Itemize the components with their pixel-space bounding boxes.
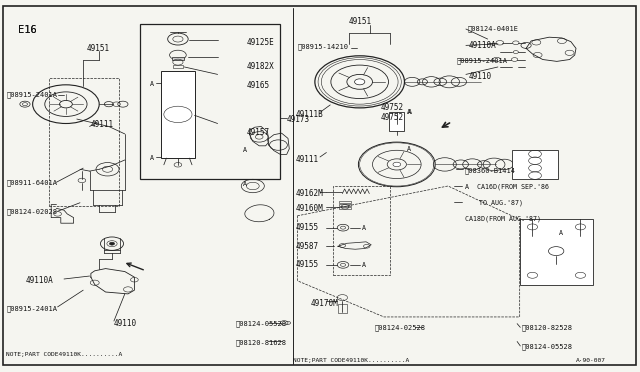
Circle shape bbox=[355, 79, 365, 85]
Bar bbox=[339, 201, 351, 203]
Text: A: A bbox=[150, 81, 154, 87]
Text: Ⓝ08911-6401A: Ⓝ08911-6401A bbox=[6, 179, 58, 186]
Bar bbox=[161, 71, 195, 158]
Text: Ⓑ08124-02028: Ⓑ08124-02028 bbox=[6, 209, 58, 215]
Text: A  CA16D(FROM SEP.'86: A CA16D(FROM SEP.'86 bbox=[465, 184, 548, 190]
Circle shape bbox=[393, 162, 401, 167]
Text: A: A bbox=[243, 147, 247, 153]
Text: 49173: 49173 bbox=[287, 115, 310, 124]
Text: Ⓥ08915-14210: Ⓥ08915-14210 bbox=[298, 43, 349, 50]
Text: 49151: 49151 bbox=[86, 44, 109, 53]
Text: Ⓑ08124-05528: Ⓑ08124-05528 bbox=[522, 343, 573, 350]
Bar bbox=[339, 207, 351, 209]
Text: Ⓑ08124-0401E: Ⓑ08124-0401E bbox=[467, 26, 518, 32]
Text: Ⓥ08915-2401A: Ⓥ08915-2401A bbox=[457, 57, 508, 64]
Text: 49752: 49752 bbox=[381, 103, 404, 112]
Text: 49165: 49165 bbox=[246, 81, 269, 90]
Text: A: A bbox=[408, 109, 412, 115]
Bar bbox=[338, 304, 347, 313]
Text: 49752: 49752 bbox=[381, 113, 404, 122]
Bar bbox=[512, 150, 558, 179]
Bar bbox=[333, 186, 390, 275]
Text: E16: E16 bbox=[18, 25, 36, 35]
Text: A: A bbox=[559, 230, 563, 235]
Text: Ⓢ08360-B1414: Ⓢ08360-B1414 bbox=[465, 167, 516, 174]
Bar bbox=[49, 78, 119, 206]
Text: A: A bbox=[243, 181, 247, 187]
Text: A: A bbox=[406, 109, 410, 115]
Circle shape bbox=[109, 242, 115, 245]
Text: 49160M: 49160M bbox=[296, 204, 323, 213]
Text: 49111: 49111 bbox=[91, 120, 114, 129]
Text: NOTE;PART CODE49110K..........A: NOTE;PART CODE49110K..........A bbox=[6, 352, 123, 357]
Text: Ⓥ08915-2401A: Ⓥ08915-2401A bbox=[6, 92, 58, 98]
Text: 49157: 49157 bbox=[246, 128, 269, 137]
Bar bbox=[173, 65, 183, 68]
Bar bbox=[140, 24, 280, 179]
Text: CA18D(FROM AUG.'87): CA18D(FROM AUG.'87) bbox=[465, 215, 541, 222]
Text: 49110A: 49110A bbox=[468, 41, 496, 50]
Text: 49155: 49155 bbox=[296, 260, 319, 269]
Bar bbox=[339, 204, 351, 206]
Text: 49110: 49110 bbox=[114, 319, 137, 328]
Text: 49587: 49587 bbox=[296, 242, 319, 251]
Text: Ⓑ08124-02528: Ⓑ08124-02528 bbox=[374, 325, 426, 331]
Bar bbox=[520, 219, 593, 285]
Text: A: A bbox=[362, 262, 365, 268]
Text: Ⓑ08120-81628: Ⓑ08120-81628 bbox=[236, 339, 287, 346]
Text: 49182X: 49182X bbox=[246, 62, 274, 71]
Text: 49110: 49110 bbox=[468, 72, 492, 81]
Text: 49162M: 49162M bbox=[296, 189, 323, 198]
Text: Ⓑ08124-05528: Ⓑ08124-05528 bbox=[236, 320, 287, 327]
Text: A: A bbox=[362, 225, 365, 231]
Text: E16: E16 bbox=[18, 25, 36, 35]
Bar bbox=[172, 57, 184, 60]
Text: A: A bbox=[150, 155, 154, 161]
Text: 49151: 49151 bbox=[349, 17, 372, 26]
Text: Ⓥ08915-2401A: Ⓥ08915-2401A bbox=[6, 305, 58, 312]
Bar bbox=[389, 112, 404, 131]
Text: Ⓑ08120-82528: Ⓑ08120-82528 bbox=[522, 325, 573, 331]
Text: A·90·007: A·90·007 bbox=[576, 357, 606, 363]
Text: 49111B: 49111B bbox=[296, 110, 323, 119]
Text: 49155: 49155 bbox=[296, 223, 319, 232]
Text: NOTE;PART CODE49110K..........A: NOTE;PART CODE49110K..........A bbox=[293, 357, 410, 363]
Text: 49125E: 49125E bbox=[246, 38, 274, 47]
Text: 49110A: 49110A bbox=[26, 276, 53, 285]
Text: A: A bbox=[406, 146, 410, 152]
Text: 49111: 49111 bbox=[296, 155, 319, 164]
Text: TO AUG.'87): TO AUG.'87) bbox=[479, 199, 523, 206]
Text: 49170M: 49170M bbox=[310, 299, 338, 308]
